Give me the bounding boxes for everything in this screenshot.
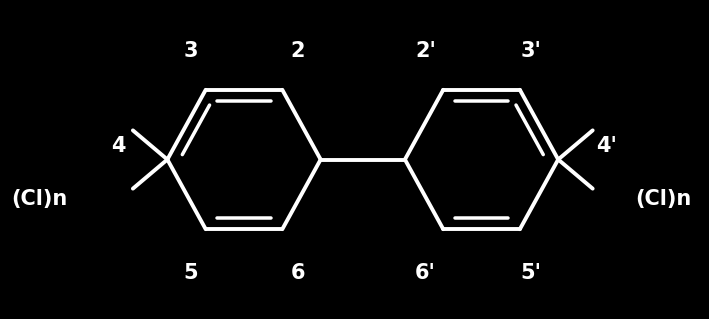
Text: 5': 5': [521, 263, 542, 283]
Text: (Cl)n: (Cl)n: [11, 189, 68, 209]
Text: 6': 6': [415, 263, 436, 283]
Text: 5: 5: [183, 263, 198, 283]
Text: 3': 3': [521, 41, 542, 61]
Text: 6: 6: [291, 263, 305, 283]
Text: 4': 4': [596, 136, 618, 156]
Text: (Cl)n: (Cl)n: [635, 189, 691, 209]
Text: 4: 4: [111, 136, 125, 156]
Text: 2': 2': [415, 41, 436, 61]
Text: 3: 3: [183, 41, 198, 61]
Text: 2: 2: [291, 41, 305, 61]
